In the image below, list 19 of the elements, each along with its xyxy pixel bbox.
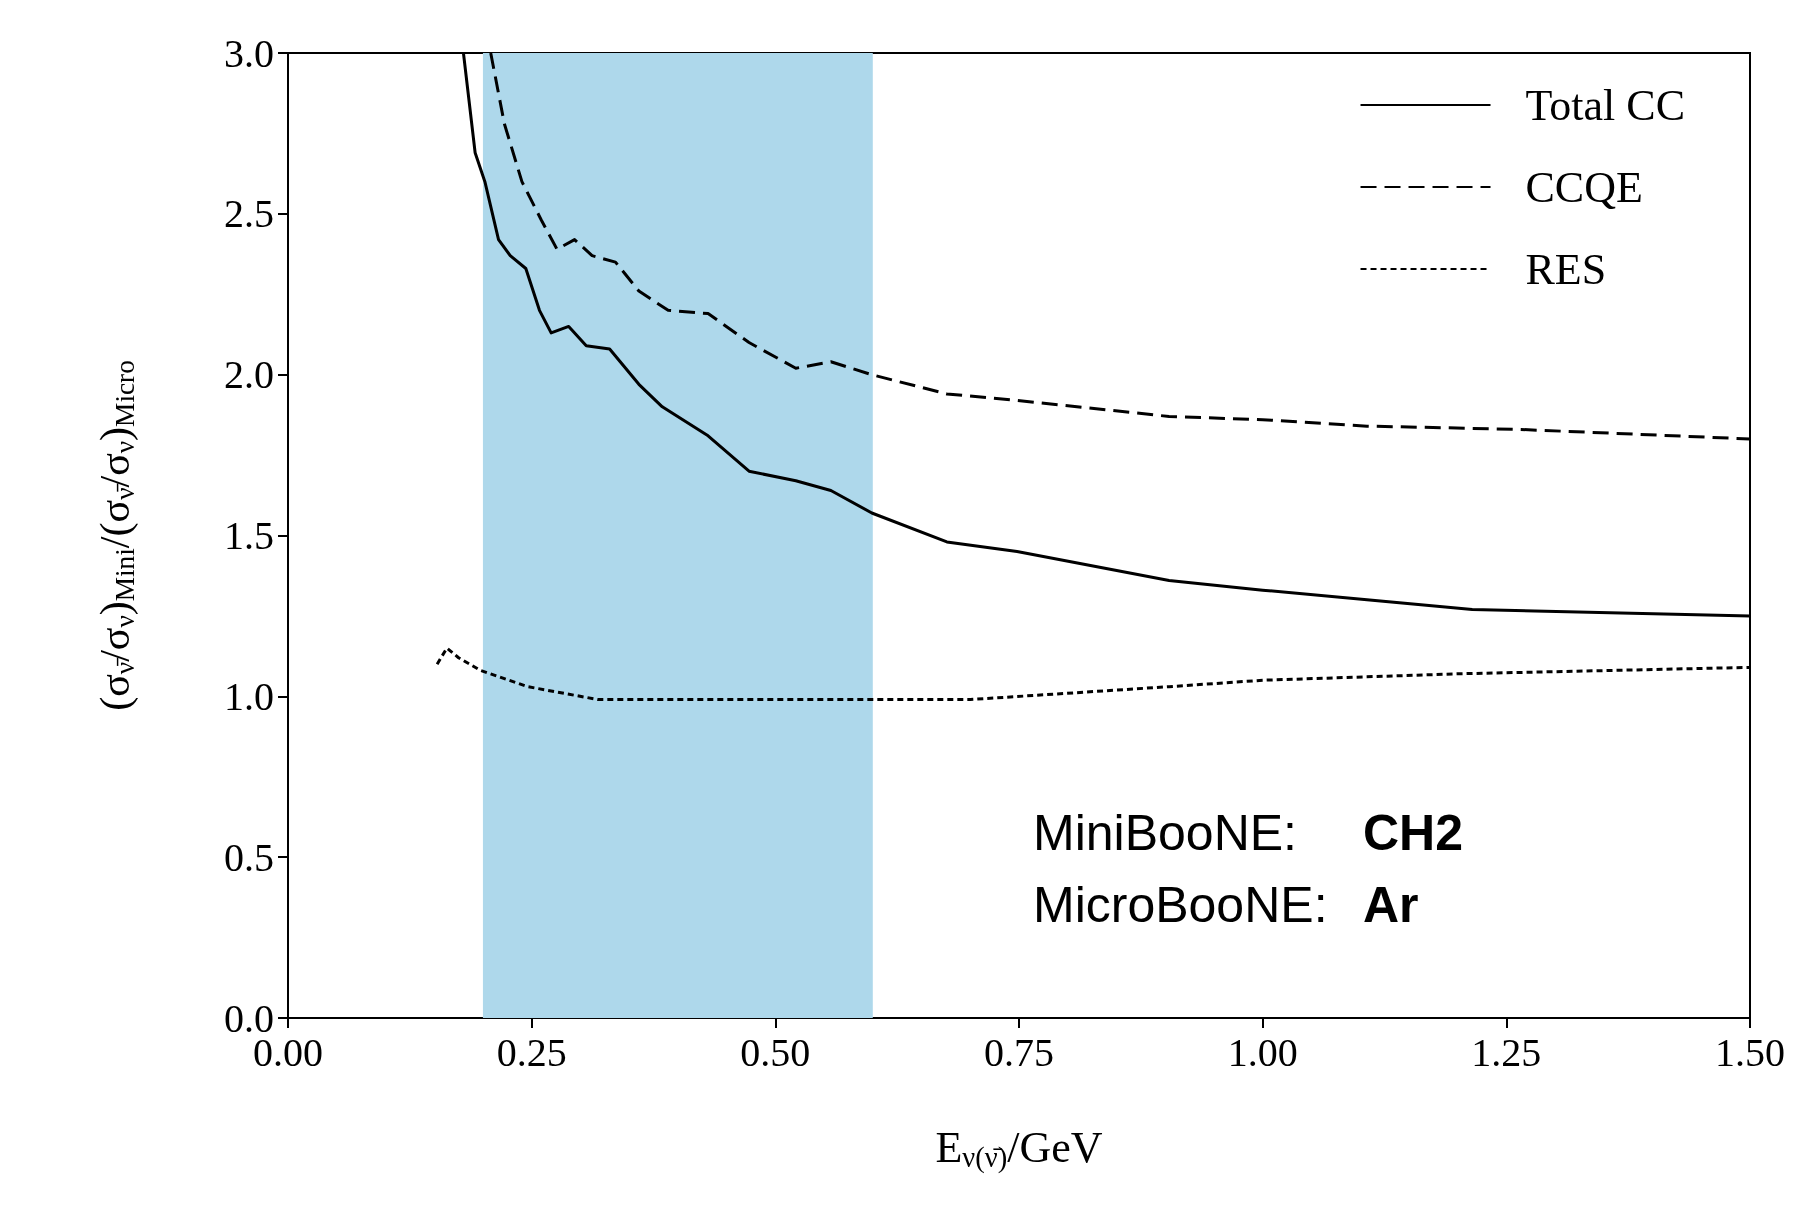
x-tick-label: 0.25 xyxy=(496,1029,567,1075)
y-tick-label: 1.5 xyxy=(224,513,274,558)
annotation: MicroBooNE: Ar xyxy=(1033,877,1419,933)
y-tick-label: 1.0 xyxy=(224,673,274,719)
x-axis-title: Eν(ν̄)/GeV xyxy=(935,1122,1103,1174)
legend-label: RES xyxy=(1525,244,1607,294)
y-tick-label: 3.0 xyxy=(224,30,274,76)
text: MiniBooNE: CH2 xyxy=(1033,805,1464,861)
legend-label: Total CC xyxy=(1525,80,1686,130)
legend-label: CCQE xyxy=(1525,162,1643,212)
text: (σν̄/σν)Mini/(σν̄/σν)Micro xyxy=(92,360,140,711)
x-tick-label: 1.50 xyxy=(1715,1029,1785,1075)
x-tick-label: 1.25 xyxy=(1471,1029,1542,1075)
y-tick-label: 2.0 xyxy=(224,352,274,398)
y-tick-label: 2.5 xyxy=(224,191,274,237)
x-tick-label: 1.00 xyxy=(1227,1029,1298,1075)
y-tick-label: 0.5 xyxy=(224,834,274,880)
x-tick-label: 0.75 xyxy=(984,1029,1054,1075)
x-tick-label: 0.50 xyxy=(740,1029,811,1075)
